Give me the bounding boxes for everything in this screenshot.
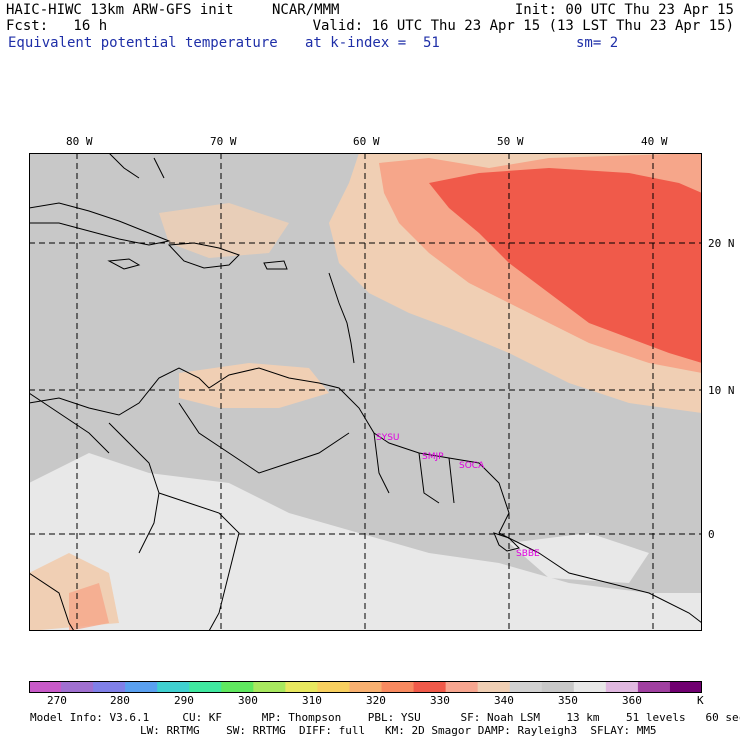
tan-patch-west [159, 203, 289, 258]
central-america-coast [29, 392, 110, 454]
colorbar-segment [253, 681, 286, 693]
colorbar-segment [637, 681, 671, 693]
colorbar-segment [61, 681, 94, 693]
organization: NCAR/MMM [272, 2, 340, 18]
level-info: at k-index = 51 [305, 35, 440, 51]
south-america-north-coast [29, 367, 702, 624]
lesser-antilles [328, 272, 355, 364]
pacific-coast [29, 572, 75, 631]
colorbar-frame [29, 681, 702, 693]
colorbar-segment [349, 681, 383, 693]
colorbar-segment [93, 681, 126, 693]
cb-tick-310: 310 [302, 694, 322, 707]
init-time: Init: 00 UTC Thu 23 Apr 15 [514, 2, 734, 18]
light-region-south [29, 453, 702, 631]
colorbar-segment [541, 681, 575, 693]
cb-tick-300: 300 [238, 694, 258, 707]
tan-patch-caribbean [179, 363, 329, 408]
colorbar-segment [29, 681, 62, 693]
colorbar-segment [413, 681, 447, 693]
cb-tick-340: 340 [494, 694, 514, 707]
theta-e-map: SYSU SMJP SOCA SBBE [29, 153, 702, 631]
hispaniola-coast [167, 242, 240, 269]
station-sbbe: SBBE [516, 549, 540, 559]
lon-label-40w: 40 W [641, 135, 668, 148]
lat-label-10n: 10 N [708, 384, 735, 397]
light-patch-1 [229, 533, 329, 593]
cuba-coast [29, 202, 171, 246]
smoothing-info: sm= 2 [576, 35, 619, 51]
jamaica-coast [107, 258, 141, 270]
coastlines [29, 153, 702, 631]
station-soca: SOCA [459, 461, 485, 471]
model-info-line1: Model Info: V3.6.1 CU: KF MP: Thompson P… [30, 711, 740, 724]
colorbar-segment [317, 681, 350, 693]
cb-tick-360: 360 [622, 694, 642, 707]
colorbar-segment [381, 681, 415, 693]
cb-tick-320: 320 [366, 694, 386, 707]
cb-tick-290: 290 [174, 694, 194, 707]
field-name: Equivalent potential temperature [8, 35, 278, 51]
colorbar-segment [285, 681, 318, 693]
light-patch-2 [509, 533, 649, 583]
cb-tick-350: 350 [558, 694, 578, 707]
guiana-borders [373, 432, 455, 504]
model-info-line2: LW: RRTMG SW: RRTMG DIFF: full KM: 2D Sm… [140, 724, 657, 737]
station-smjp: SMJP [422, 452, 444, 462]
cb-tick-270: 270 [47, 694, 67, 707]
lat-label-0: 0 [708, 528, 715, 541]
colorbar-segment [221, 681, 254, 693]
map-frame [29, 153, 702, 631]
venezuela-border [178, 402, 350, 474]
valid-time: Valid: 16 UTC Thu 23 Apr 15 (13 LST Thu … [312, 18, 734, 34]
colorbar-segment [573, 681, 607, 693]
colorbar-segment [605, 681, 639, 693]
model-title: HAIC-HIWC 13km ARW-GFS init [6, 2, 234, 18]
colorbar-segment [477, 681, 511, 693]
colorbar [29, 681, 702, 693]
forecast-hour: Fcst: 16 h [6, 18, 108, 34]
lat-label-20n: 20 N [708, 237, 735, 250]
red-core-region [429, 168, 702, 363]
cb-unit: K [697, 694, 704, 707]
lon-label-70w: 70 W [210, 135, 237, 148]
colombia-border [108, 422, 160, 554]
cb-tick-280: 280 [110, 694, 130, 707]
colorbar-segment [669, 681, 702, 693]
lon-label-80w: 80 W [66, 135, 93, 148]
lon-label-60w: 60 W [353, 135, 380, 148]
cb-tick-330: 330 [430, 694, 450, 707]
colorbar-segment [157, 681, 190, 693]
colorbar-segment [125, 681, 158, 693]
puerto-rico-coast [263, 260, 288, 270]
salmon-andes [69, 583, 109, 631]
lon-label-50w: 50 W [497, 135, 524, 148]
bahamas [108, 153, 165, 179]
amazon-delta [493, 532, 520, 552]
station-sysu: SYSU [376, 433, 400, 443]
brazil-border [158, 492, 240, 631]
colorbar-segment [189, 681, 222, 693]
colorbar-segment [509, 681, 543, 693]
station-labels: SYSU SMJP SOCA SBBE [376, 433, 540, 559]
colorbar-segment [445, 681, 479, 693]
